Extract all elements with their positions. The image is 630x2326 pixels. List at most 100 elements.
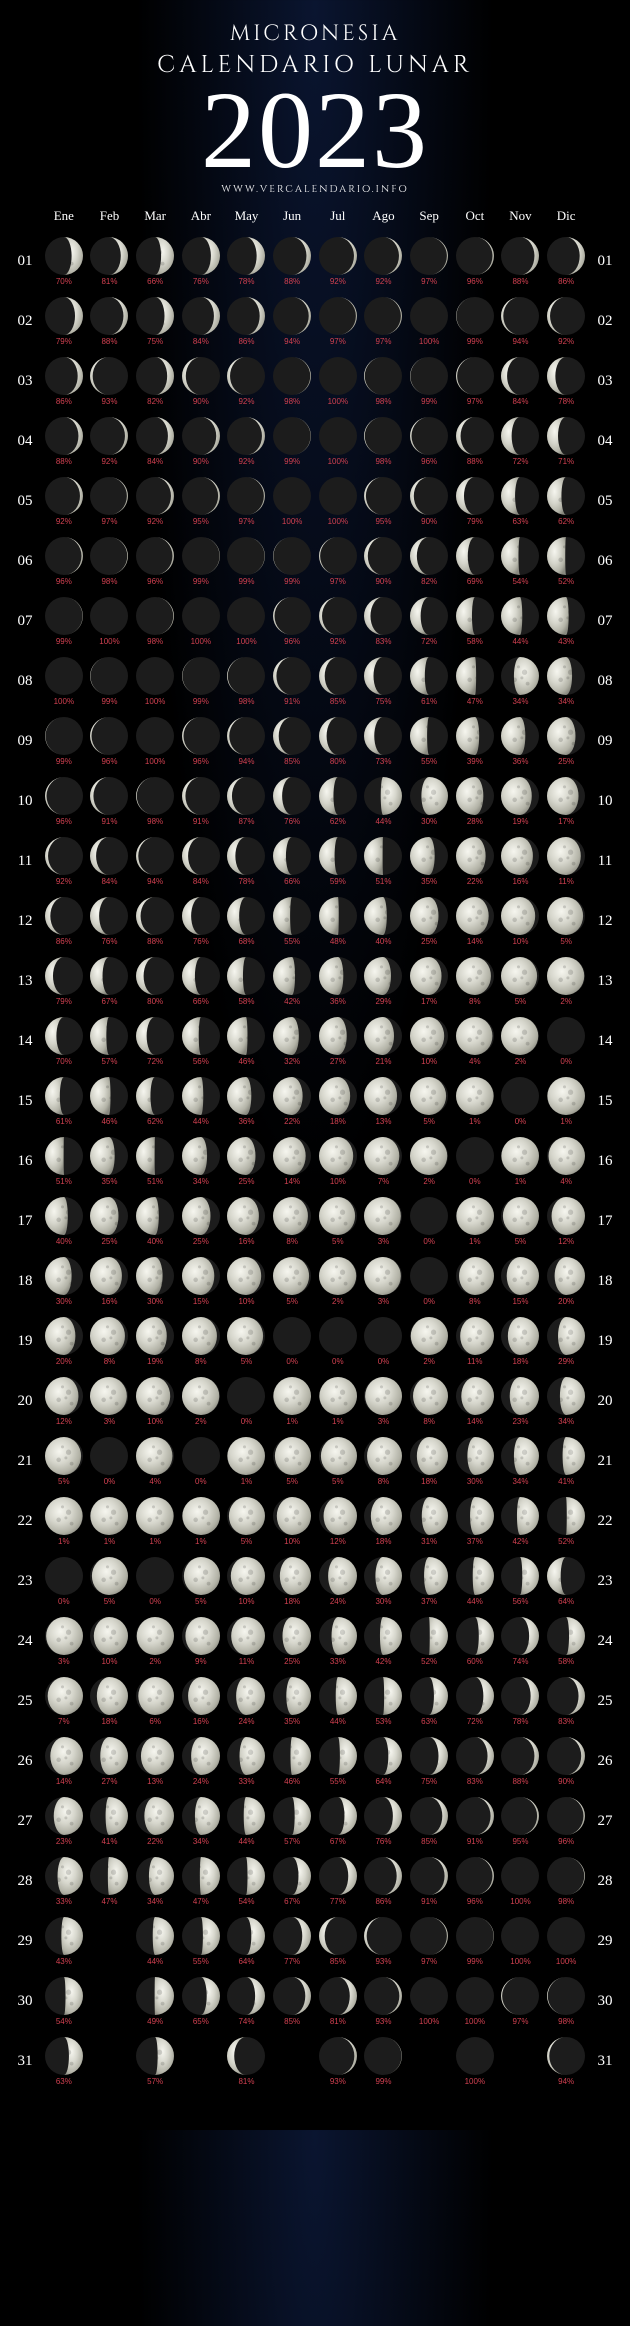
moon-cell: 54% — [499, 532, 543, 590]
moon-cell: 51% — [362, 832, 406, 890]
illumination-pct: 57% — [101, 1057, 117, 1066]
moon-icon — [227, 597, 265, 635]
moon-icon — [182, 477, 220, 515]
moon-cell: 2% — [133, 1612, 177, 1670]
moon-icon — [227, 1917, 265, 1955]
moon-cell: 97% — [225, 472, 269, 530]
moon-cell: 25% — [407, 892, 451, 950]
moon-cell: 18% — [316, 1072, 360, 1130]
illumination-pct: 85% — [284, 757, 300, 766]
moon-icon — [364, 2037, 402, 2075]
illumination-pct: 63% — [421, 1717, 437, 1726]
illumination-pct: 0% — [104, 1477, 116, 1486]
day-label-left: 12 — [10, 913, 40, 930]
moon-icon — [45, 657, 83, 695]
moon-icon — [136, 1017, 174, 1055]
illumination-pct: 36% — [238, 1117, 254, 1126]
moon-cell: 55% — [179, 1912, 223, 1970]
moon-cell: 22% — [453, 832, 497, 890]
moon-cell: 99% — [225, 532, 269, 590]
moon-cell: 5% — [499, 1192, 543, 1250]
moon-icon — [45, 1737, 83, 1775]
illumination-pct: 12% — [558, 1237, 574, 1246]
illumination-pct: 5% — [241, 1357, 253, 1366]
moon-cell: 34% — [544, 1372, 588, 1430]
moon-cell: 47% — [88, 1852, 132, 1910]
moon-icon — [319, 957, 357, 995]
moon-cell: 99% — [179, 652, 223, 710]
moon-cell: 5% — [88, 1552, 132, 1610]
moon-cell: 62% — [544, 472, 588, 530]
moon-cell: 94% — [270, 292, 314, 350]
illumination-pct: 99% — [238, 577, 254, 586]
illumination-pct: 14% — [56, 1777, 72, 1786]
illumination-pct: 44% — [238, 1837, 254, 1846]
moon-cell: 96% — [453, 232, 497, 290]
moon-icon — [227, 477, 265, 515]
moon-cell: 100% — [42, 652, 86, 710]
moon-icon — [273, 1197, 311, 1235]
moon-icon — [273, 897, 311, 935]
moon-cell: 36% — [225, 1072, 269, 1130]
moon-icon — [456, 1377, 494, 1415]
illumination-pct: 98% — [558, 1897, 574, 1906]
illumination-pct: 97% — [238, 517, 254, 526]
moon-cell: 3% — [42, 1612, 86, 1670]
moon-cell: 91% — [270, 652, 314, 710]
moon-cell: 1% — [133, 1492, 177, 1550]
illumination-pct: 3% — [378, 1417, 390, 1426]
moon-icon — [45, 357, 83, 395]
moon-cell: 5% — [179, 1552, 223, 1610]
illumination-pct: 10% — [101, 1657, 117, 1666]
moon-icon — [182, 1977, 220, 2015]
moon-icon — [182, 1497, 220, 1535]
moon-cell: 30% — [133, 1252, 177, 1310]
moon-cell: 10% — [225, 1552, 269, 1610]
moon-icon — [45, 717, 83, 755]
moon-icon — [45, 837, 83, 875]
illumination-pct: 54% — [56, 2017, 72, 2026]
moon-icon — [410, 1797, 448, 1835]
moon-cell: 55% — [316, 1732, 360, 1790]
moon-cell: 74% — [225, 1972, 269, 2030]
moon-cell: 54% — [225, 1852, 269, 1910]
moon-icon — [547, 1557, 585, 1595]
illumination-pct: 30% — [147, 1297, 163, 1306]
moon-icon — [90, 777, 128, 815]
moon-icon — [136, 657, 174, 695]
moon-icon — [364, 1857, 402, 1895]
illumination-pct: 96% — [101, 757, 117, 766]
illumination-pct: 31% — [421, 1537, 437, 1546]
moon-icon — [364, 957, 402, 995]
illumination-pct: 86% — [238, 337, 254, 346]
moon-cell: 24% — [179, 1732, 223, 1790]
moon-icon — [227, 1257, 265, 1295]
moon-cell: 12% — [316, 1492, 360, 1550]
moon-cell: 2% — [407, 1132, 451, 1190]
illumination-pct: 33% — [238, 1777, 254, 1786]
illumination-pct: 40% — [147, 1237, 163, 1246]
moon-cell: 91% — [179, 772, 223, 830]
moon-icon — [90, 1017, 128, 1055]
moon-cell: 94% — [225, 712, 269, 770]
moon-icon — [410, 1737, 448, 1775]
illumination-pct: 2% — [515, 1057, 527, 1066]
moon-cell — [179, 2032, 223, 2090]
moon-cell: 3% — [362, 1372, 406, 1430]
moon-icon — [45, 1797, 83, 1835]
day-label-left: 09 — [10, 733, 40, 750]
moon-icon — [456, 1017, 494, 1055]
moon-cell: 99% — [179, 532, 223, 590]
moon-cell: 8% — [88, 1312, 132, 1370]
illumination-pct: 34% — [512, 697, 528, 706]
moon-icon — [136, 597, 174, 635]
moon-cell: 18% — [362, 1492, 406, 1550]
moon-cell: 98% — [544, 1852, 588, 1910]
moon-icon — [90, 1077, 128, 1115]
illumination-pct: 1% — [195, 1537, 207, 1546]
moon-cell: 44% — [133, 1912, 177, 1970]
moon-cell: 100% — [544, 1912, 588, 1970]
illumination-pct: 52% — [558, 1537, 574, 1546]
moon-icon — [364, 1197, 402, 1235]
day-label-left: 24 — [10, 1633, 40, 1650]
